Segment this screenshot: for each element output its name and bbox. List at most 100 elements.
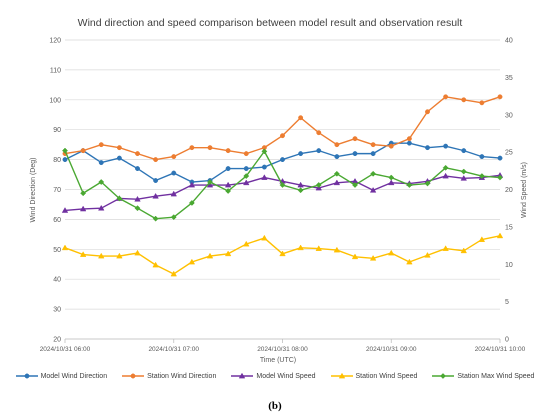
gridlines <box>65 39 500 340</box>
legend-label: Model Wind Speed <box>256 372 316 380</box>
data-point <box>80 148 86 154</box>
figure-caption: (b) <box>268 400 282 412</box>
series-station-wind-direction <box>62 94 503 163</box>
x-tick-label: 2024/10/31 09:00 <box>366 346 417 353</box>
data-point <box>279 250 286 257</box>
data-point <box>170 270 177 277</box>
y-tick-label-left: 80 <box>53 157 61 164</box>
data-point <box>188 181 196 188</box>
y-tick-label-left: 20 <box>53 337 61 344</box>
data-point <box>406 258 413 265</box>
data-point <box>424 251 431 258</box>
data-point <box>351 253 359 260</box>
data-point <box>333 170 340 177</box>
data-point <box>225 148 231 154</box>
legend-label: Station Wind Direction <box>147 372 217 380</box>
data-point <box>279 182 286 188</box>
data-point <box>334 142 340 148</box>
data-point <box>406 140 412 146</box>
legend-item: Station Max Wind Speed <box>432 372 534 380</box>
data-point <box>370 170 377 177</box>
data-point <box>280 157 285 163</box>
legend-swatch <box>432 373 455 379</box>
x-axis-label: Time (UTC) <box>260 357 296 364</box>
data-point <box>280 133 285 139</box>
data-point <box>243 151 249 157</box>
data-point <box>98 160 104 166</box>
data-point <box>80 190 87 197</box>
data-point <box>152 261 159 268</box>
data-point <box>479 100 485 106</box>
data-point <box>135 166 140 172</box>
data-point <box>297 187 304 194</box>
data-point <box>79 251 87 257</box>
legend-swatch <box>122 373 145 379</box>
data-point <box>424 180 431 187</box>
legend-item: Station Wind Direction <box>122 372 216 380</box>
data-point <box>62 147 68 154</box>
data-point <box>388 143 394 149</box>
data-point <box>443 143 449 149</box>
series-line <box>64 142 501 183</box>
data-point <box>98 179 105 185</box>
data-point <box>243 166 249 172</box>
x-tick-label: 2024/10/31 10:00 <box>475 346 526 353</box>
data-point <box>171 154 177 160</box>
y-tick-label-right: 20 <box>505 187 513 194</box>
data-point <box>442 172 449 179</box>
data-point <box>352 136 358 142</box>
axes: 20 30 40 50 60 70 80 90 100 110 120 0 5 10 15 20 25 30 35 4… <box>40 38 526 354</box>
data-point <box>224 181 232 188</box>
data-point <box>153 157 159 163</box>
data-point <box>171 170 177 176</box>
data-point <box>425 145 430 151</box>
data-point <box>442 164 449 171</box>
data-point <box>134 205 141 212</box>
y-tick-label-left: 90 <box>53 127 61 134</box>
data-point <box>316 148 322 154</box>
y-tick-label-left: 70 <box>53 187 61 194</box>
legend-item: Station Wind Speed <box>330 372 417 380</box>
y-tick-label-right: 30 <box>505 112 513 119</box>
chart-title: Wind direction and speed comparison betw… <box>78 17 463 29</box>
data-point <box>442 245 449 251</box>
data-point <box>497 94 503 100</box>
data-point <box>496 232 504 239</box>
x-tick-label: 2024/10/31 08:00 <box>257 346 308 353</box>
y-tick-label-left: 40 <box>53 277 61 284</box>
data-point <box>261 164 267 170</box>
data-point <box>297 244 304 251</box>
data-point <box>440 373 447 379</box>
data-point <box>333 246 341 253</box>
legend-swatch <box>15 373 38 379</box>
data-point <box>207 179 213 185</box>
legend-item: Model Wind Direction <box>15 372 107 380</box>
y-tick-label-left: 120 <box>49 38 61 45</box>
data-point <box>315 245 322 251</box>
data-point <box>116 195 123 202</box>
data-point <box>116 252 123 259</box>
x-tick-label: 2024/10/31 06:00 <box>40 346 91 353</box>
data-point <box>189 145 195 151</box>
data-point <box>188 200 195 206</box>
data-point <box>297 181 304 188</box>
data-point <box>352 182 358 188</box>
series-lines <box>61 94 504 277</box>
y-tick-label-right: 35 <box>505 75 513 82</box>
data-point <box>188 258 196 265</box>
series-model-wind-speed <box>61 171 504 213</box>
data-point <box>298 151 304 157</box>
legend-item: Model Wind Speed <box>231 372 316 380</box>
data-point <box>478 236 486 242</box>
data-point <box>298 115 304 121</box>
chart-legend: Model Wind Direction Station Wind Directi… <box>0 372 550 380</box>
data-point <box>98 252 105 259</box>
data-point <box>98 204 105 211</box>
data-point <box>98 142 104 148</box>
data-point <box>170 214 177 221</box>
data-point <box>460 168 467 175</box>
data-point <box>333 179 341 186</box>
y-tick-label-left: 30 <box>53 307 61 314</box>
data-point <box>116 155 122 161</box>
